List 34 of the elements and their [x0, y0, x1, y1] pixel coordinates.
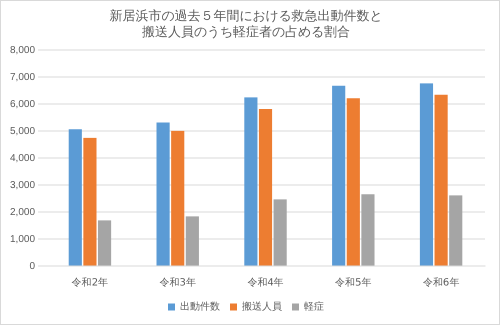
bar [346, 98, 360, 266]
x-tick-label: 令和2年 [72, 276, 108, 289]
bar [83, 138, 97, 266]
legend-label: 出動件数 [180, 300, 220, 313]
y-tick-label: 8,000 [10, 44, 36, 56]
bar [258, 109, 272, 266]
y-tick-label: 6,000 [10, 98, 36, 110]
y-tick-label: 3,000 [10, 180, 36, 191]
y-tick-label: 7,000 [10, 72, 36, 83]
x-tick-label: 令和5年 [335, 276, 372, 289]
legend-label: 軽症 [304, 300, 324, 313]
y-tick-label: 5,000 [10, 126, 36, 137]
bar [274, 199, 287, 266]
bar [449, 195, 462, 266]
text: 搬送人員のうち軽症者の占める割合 [142, 24, 350, 40]
y-tick-label: 0 [29, 260, 36, 272]
bar [186, 216, 199, 266]
y-tick-label: 2,000 [10, 206, 36, 218]
x-tick-label: 令和4年 [247, 276, 284, 289]
bar [171, 130, 184, 266]
bar [420, 83, 434, 266]
bar [68, 129, 82, 266]
x-tick-label: 令和3年 [160, 276, 196, 289]
text: 新居浜市の過去５年間における救急出動件数と [110, 9, 382, 24]
x-tick-label: 令和6年 [422, 276, 460, 289]
y-tick-label: 4,000 [10, 152, 36, 164]
bar [434, 94, 448, 266]
y-tick-label: 1,000 [10, 234, 36, 245]
bar [361, 194, 375, 266]
bar [156, 122, 170, 266]
bar [98, 220, 112, 266]
bar [244, 97, 258, 266]
legend-label: 搬送人員 [242, 300, 282, 313]
bar [332, 86, 346, 266]
